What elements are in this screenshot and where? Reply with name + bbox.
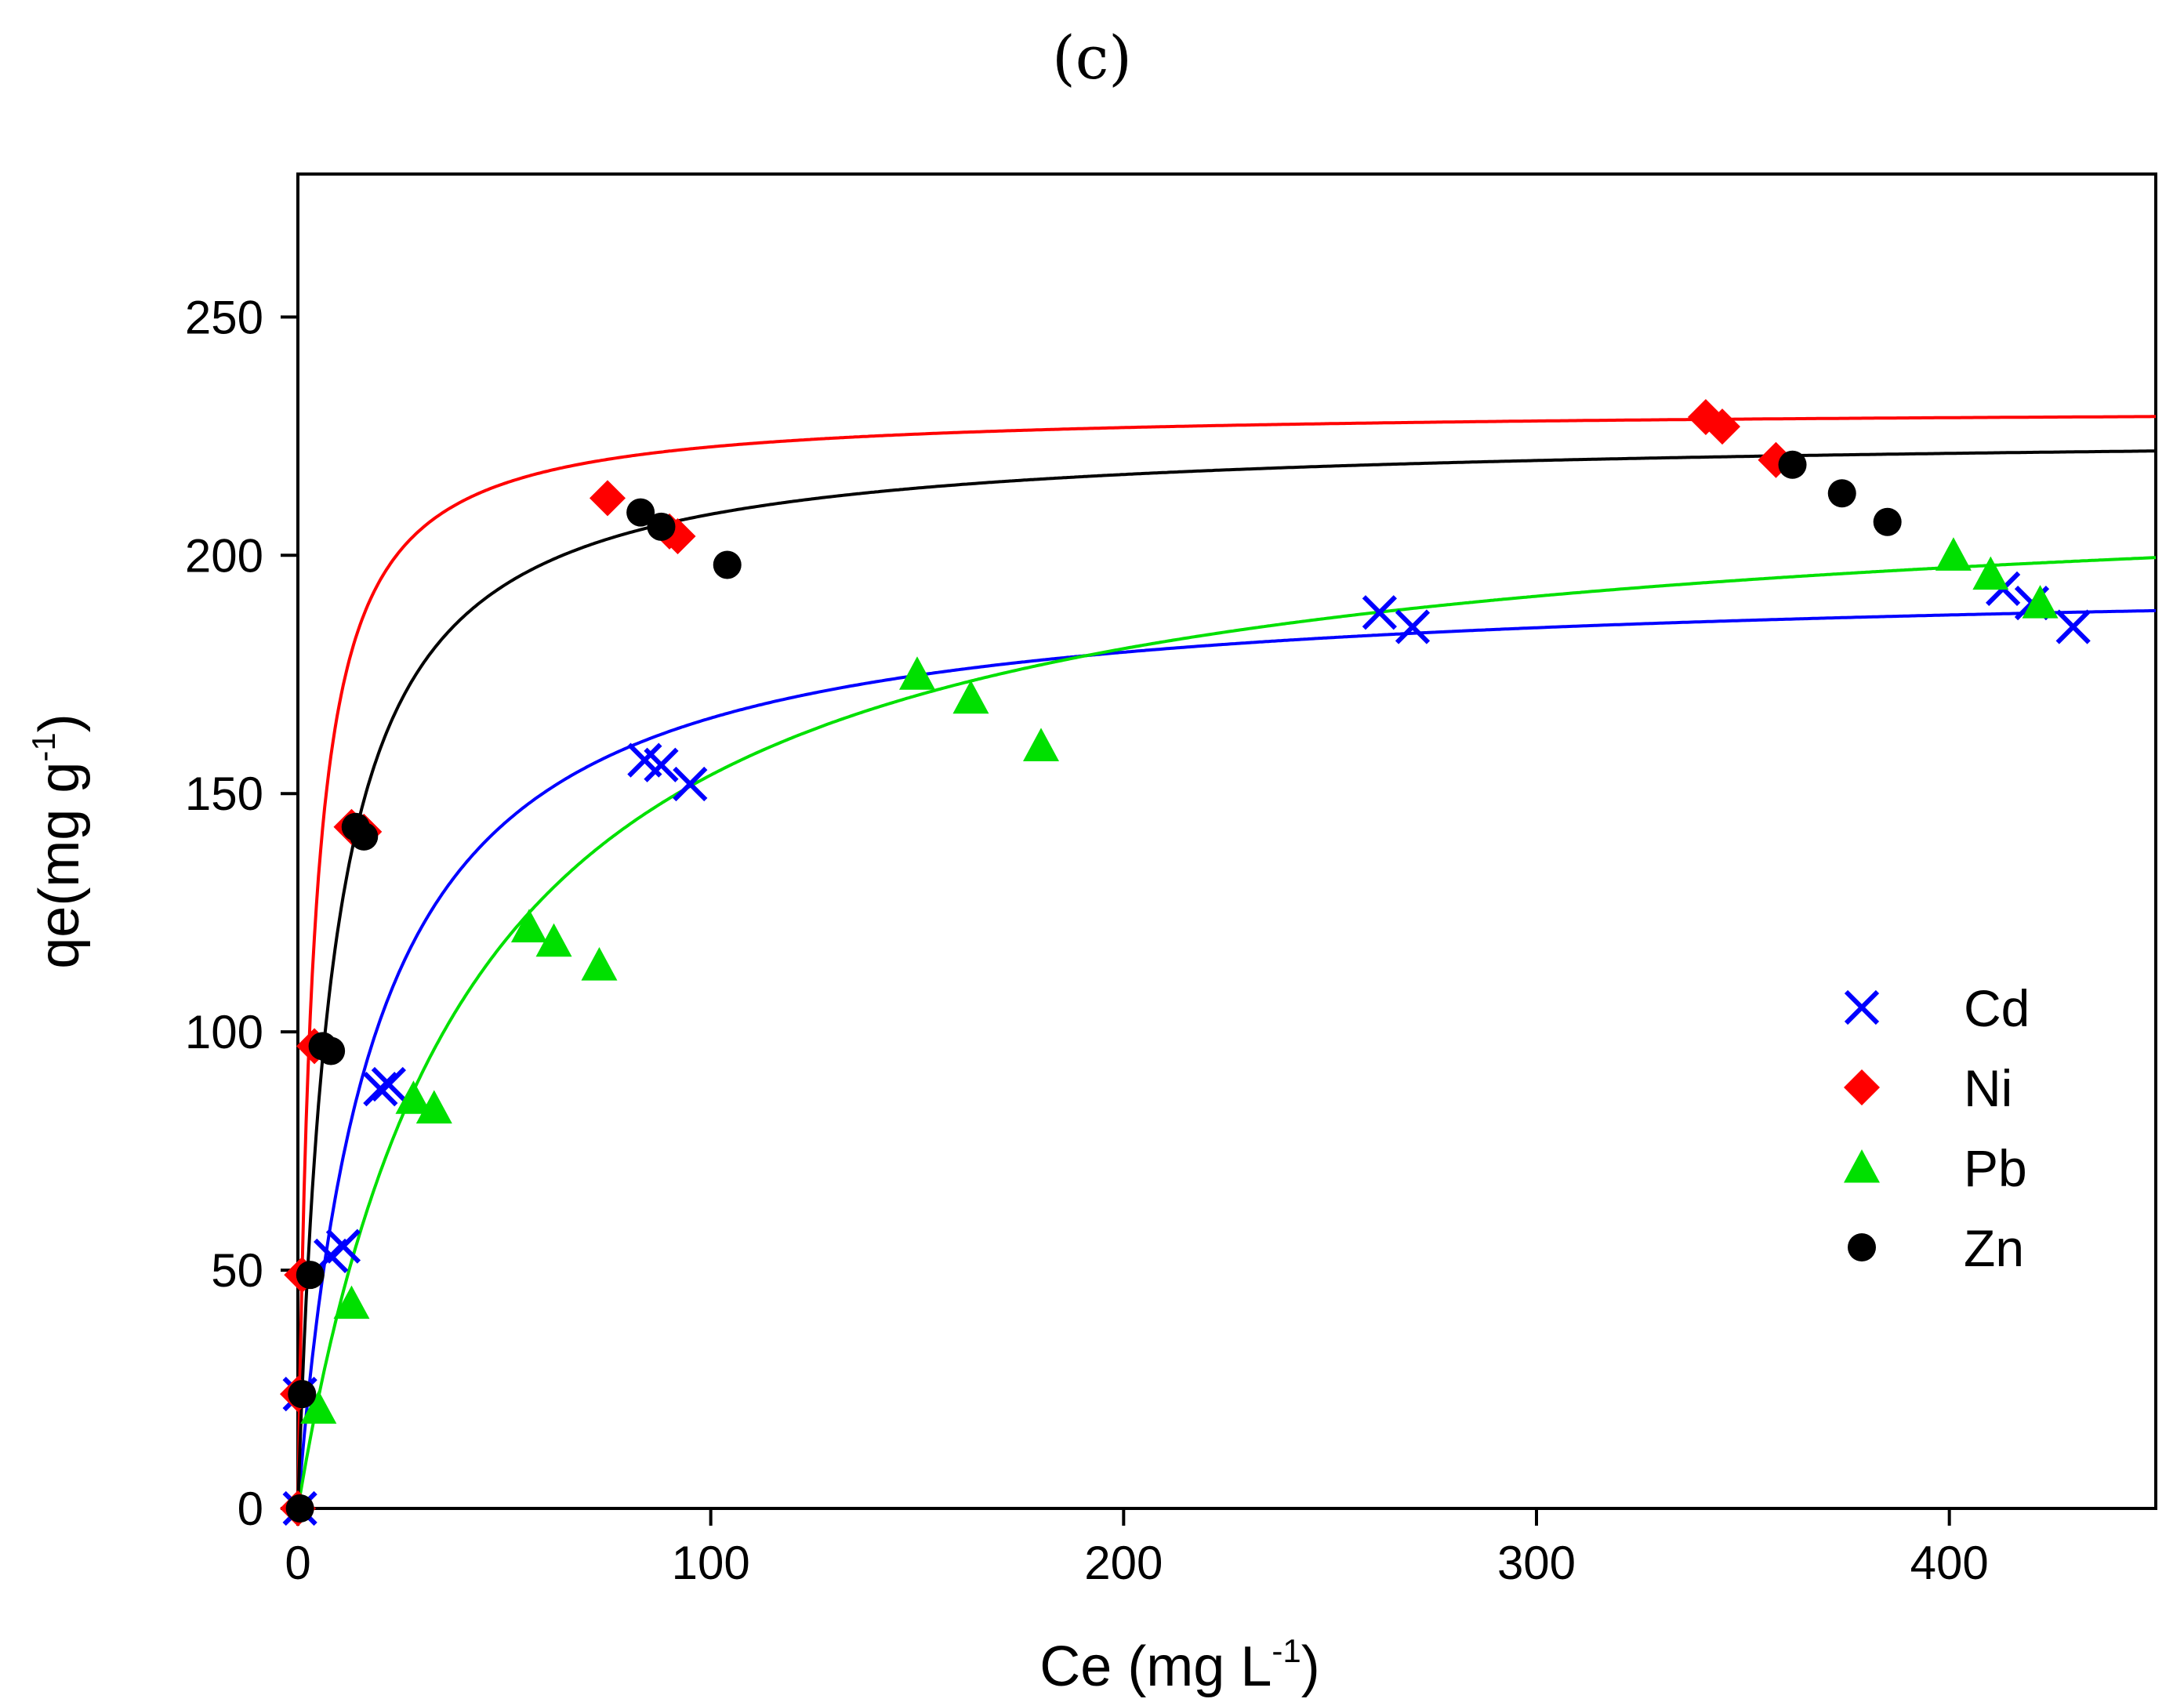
fit-curve-zn: [296, 449, 2156, 1509]
legend-marker-pb: [1844, 1149, 1880, 1183]
data-point-pb: [415, 1090, 452, 1123]
data-point-pb: [535, 923, 572, 957]
x-tick-label: 100: [672, 1537, 750, 1589]
axis-ticks: 0 100 200 300 400 0 50 100 150 200 250: [185, 291, 1989, 1589]
data-point-cd: [673, 766, 708, 802]
data-point-zn: [285, 1494, 314, 1523]
plot-frame: [296, 172, 2157, 1510]
y-tick-label: 0: [238, 1483, 263, 1535]
data-point-ni: [590, 480, 626, 517]
legend-label-ni: Ni: [1964, 1059, 2012, 1117]
data-point-cd: [1395, 609, 1431, 644]
data-point-cd: [371, 1066, 406, 1102]
data-point-cd: [2055, 609, 2091, 644]
y-tick-label: 150: [185, 768, 263, 820]
data-point-zn: [1827, 479, 1856, 508]
legend-marker-zn: [1848, 1233, 1876, 1261]
y-tick-label: 200: [185, 529, 263, 582]
x-tick-label: 400: [1910, 1537, 1989, 1589]
data-point-zn: [1778, 450, 1807, 479]
data-point-pb: [581, 947, 618, 981]
fit-curve-ni: [296, 415, 2156, 1509]
x-tick-label: 0: [285, 1537, 310, 1589]
data-markers: [280, 399, 2091, 1526]
data-point-pb: [2022, 585, 2059, 619]
fit-curves: [296, 415, 2157, 1509]
legend-marker-cd: [1844, 989, 1880, 1025]
data-point-pb: [899, 656, 935, 690]
x-tick-label: 300: [1497, 1537, 1576, 1589]
data-point-pb: [333, 1285, 370, 1319]
data-point-pb: [395, 1080, 432, 1114]
fit-curve-cd: [296, 608, 2156, 1509]
data-point-pb: [510, 909, 547, 942]
legend-label-zn: Zn: [1964, 1219, 2024, 1277]
data-point-zn: [350, 822, 379, 851]
data-point-cd: [1362, 595, 1397, 630]
data-point-zn: [288, 1380, 317, 1409]
data-point-pb: [300, 1390, 337, 1424]
y-tick-label: 50: [211, 1244, 263, 1297]
y-tick-label: 100: [185, 1006, 263, 1058]
data-point-zn: [647, 512, 676, 541]
data-point-zn: [317, 1036, 346, 1065]
y-axis-title: qe(mg g-1): [25, 713, 91, 968]
data-point-zn: [296, 1261, 325, 1290]
data-point-cd: [325, 1229, 361, 1264]
data-point-pb: [1935, 537, 1972, 571]
data-point-zn: [713, 550, 742, 579]
data-point-cd: [644, 747, 679, 782]
legend-label-pb: Pb: [1964, 1139, 2027, 1197]
legend: Cd Ni Pb Zn: [1844, 979, 2030, 1277]
data-point-cd: [363, 1071, 398, 1107]
legend-marker-ni: [1844, 1069, 1880, 1105]
data-point-zn: [626, 498, 655, 527]
data-point-zn: [1873, 507, 1902, 536]
data-point-ni: [1704, 408, 1740, 445]
x-tick-label: 200: [1084, 1537, 1163, 1589]
data-point-pb: [1023, 728, 1059, 761]
panel-label: (c): [1052, 23, 1132, 93]
fit-curve-pb: [296, 556, 2157, 1509]
data-point-pb: [952, 680, 989, 714]
data-point-pb: [1972, 556, 2009, 590]
x-axis-title: Ce (mg L-1): [1039, 1632, 1319, 1698]
legend-label-cd: Cd: [1964, 979, 2030, 1037]
y-tick-label: 250: [185, 291, 263, 343]
